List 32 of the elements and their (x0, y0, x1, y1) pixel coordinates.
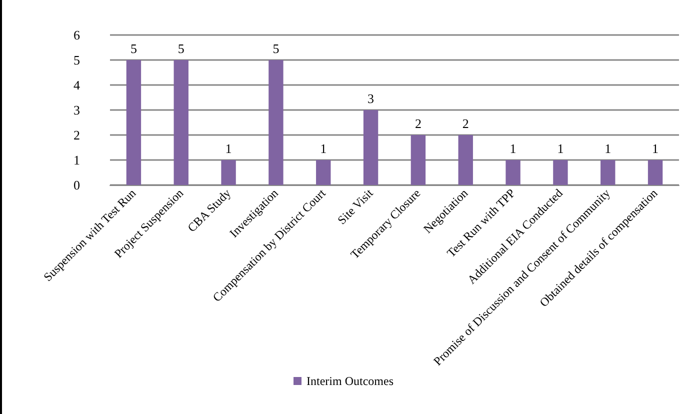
bar (221, 160, 236, 185)
legend-label: Interim Outcomes (306, 374, 394, 388)
data-label: 1 (557, 141, 564, 156)
bar (174, 60, 188, 185)
y-tick-label: 0 (74, 178, 80, 192)
data-label: 1 (652, 141, 659, 156)
data-label: 3 (368, 91, 374, 106)
data-label: 1 (225, 141, 232, 156)
y-tick-label: 4 (74, 78, 80, 92)
bar (410, 135, 426, 185)
data-label: 2 (462, 116, 469, 131)
data-label: 5 (272, 41, 280, 56)
data-label: 1 (510, 141, 516, 156)
bar (126, 60, 142, 185)
data-label: 5 (130, 41, 137, 56)
data-label: 5 (178, 41, 184, 56)
bar (600, 160, 616, 185)
y-tick-label: 6 (74, 28, 80, 42)
bar (458, 135, 473, 185)
bar (506, 160, 520, 185)
bar (553, 160, 568, 185)
data-label: 1 (604, 141, 612, 156)
bar (648, 160, 663, 185)
bar (363, 110, 378, 185)
bar (316, 160, 331, 185)
data-label: 2 (414, 116, 422, 131)
y-tick-label: 3 (74, 102, 80, 118)
data-label: 1 (320, 141, 327, 156)
y-tick-label: 2 (74, 128, 80, 142)
y-tick-label: 1 (74, 152, 80, 168)
bar (268, 60, 284, 185)
y-tick-label: 5 (74, 52, 80, 68)
